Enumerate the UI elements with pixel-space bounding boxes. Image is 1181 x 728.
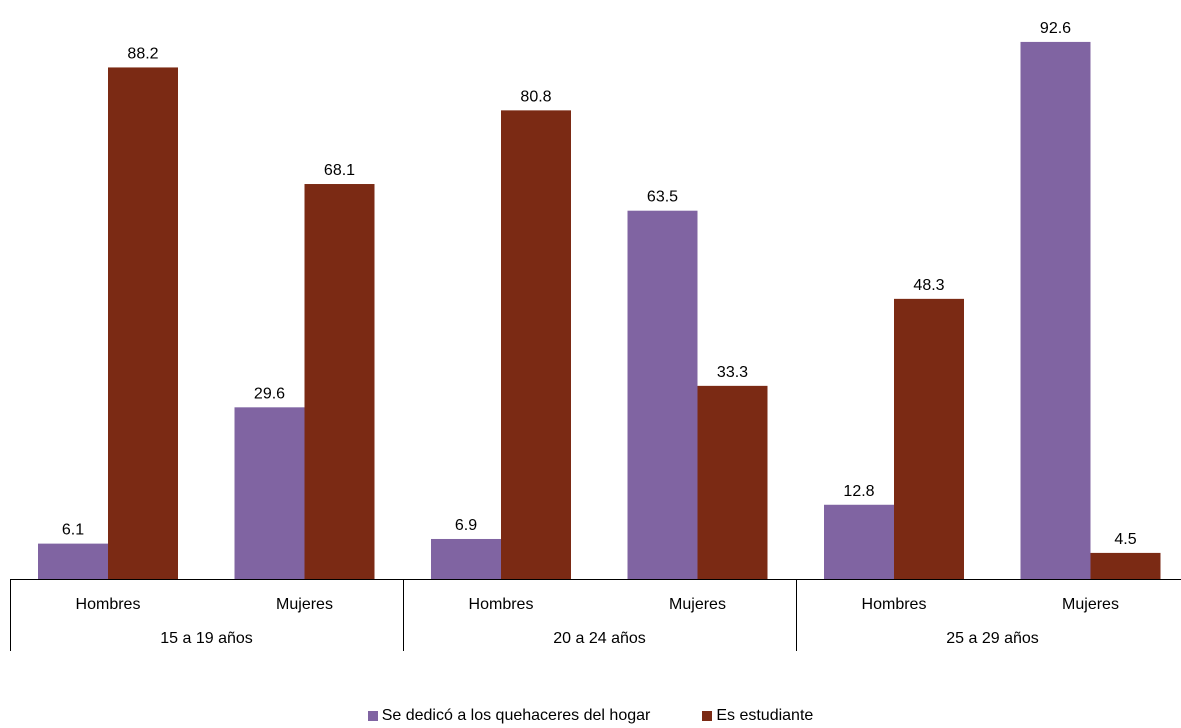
value-label-estudiante-0: 88.2 bbox=[127, 45, 158, 62]
legend-item-estudiante: Es estudiante bbox=[702, 706, 813, 726]
bar-hogar-5 bbox=[1020, 41, 1091, 580]
category-label-5: Mujeres bbox=[1062, 596, 1119, 613]
category-label-3: Mujeres bbox=[669, 596, 726, 613]
group-label-0: 15 a 19 años bbox=[160, 630, 253, 647]
bar-estudiante-0 bbox=[108, 67, 178, 579]
group-label-2: 25 a 29 años bbox=[946, 630, 1039, 647]
bar-hogar-4 bbox=[824, 504, 894, 579]
bars-layer bbox=[38, 41, 1161, 580]
category-label-0: Hombres bbox=[76, 596, 141, 613]
bar-hogar-1 bbox=[234, 407, 305, 579]
legend-swatch-estudiante bbox=[702, 711, 713, 721]
chart: 6.1 88.2 29.6 68.1 6.9 80.8 63.5 33.3 12.8 48.3 92… bbox=[10, 20, 1181, 651]
value-label-hogar-5: 92.6 bbox=[1040, 20, 1071, 37]
legend-label-hogar: Se dedicó a los quehaceres del hogar bbox=[381, 707, 651, 724]
category-label-4: Hombres bbox=[862, 596, 927, 613]
legend-swatch-hogar bbox=[367, 711, 378, 721]
bar-estudiante-2 bbox=[501, 110, 571, 580]
bar-hogar-0 bbox=[38, 543, 108, 579]
value-label-estudiante-3: 33.3 bbox=[717, 364, 748, 381]
value-label-hogar-3: 63.5 bbox=[647, 189, 678, 206]
legend-item-hogar: Se dedicó a los quehaceres del hogar bbox=[367, 706, 651, 726]
category-label-2: Hombres bbox=[469, 596, 534, 613]
legend-label-estudiante: Es estudiante bbox=[716, 707, 814, 724]
bar-hogar-3 bbox=[627, 210, 698, 579]
legend: Se dedicó a los quehaceres del hogar Es … bbox=[0, 706, 1181, 726]
x-axis bbox=[10, 579, 1181, 651]
category-label-1: Mujeres bbox=[276, 596, 333, 613]
bar-estudiante-4 bbox=[894, 298, 964, 579]
value-label-hogar-1: 29.6 bbox=[254, 385, 285, 402]
bar-estudiante-5 bbox=[1090, 552, 1161, 579]
value-label-hogar-2: 6.9 bbox=[455, 517, 477, 534]
value-label-estudiante-1: 68.1 bbox=[324, 162, 355, 179]
group-label-1: 20 a 24 años bbox=[553, 630, 646, 647]
value-label-estudiante-5: 4.5 bbox=[1114, 531, 1136, 548]
value-label-estudiante-2: 80.8 bbox=[520, 88, 551, 105]
bar-hogar-2 bbox=[431, 538, 501, 579]
value-label-hogar-0: 6.1 bbox=[62, 522, 84, 539]
value-labels-layer: 6.1 88.2 29.6 68.1 6.9 80.8 63.5 33.3 12.8 48.3 92… bbox=[62, 20, 1137, 548]
bar-estudiante-1 bbox=[304, 184, 375, 579]
bar-estudiante-3 bbox=[697, 385, 768, 579]
category-labels-layer: Hombres Mujeres Hombres Mujeres Hombres Mujer… bbox=[76, 596, 1119, 647]
value-label-hogar-4: 12.8 bbox=[843, 483, 874, 500]
value-label-estudiante-4: 48.3 bbox=[913, 277, 944, 294]
